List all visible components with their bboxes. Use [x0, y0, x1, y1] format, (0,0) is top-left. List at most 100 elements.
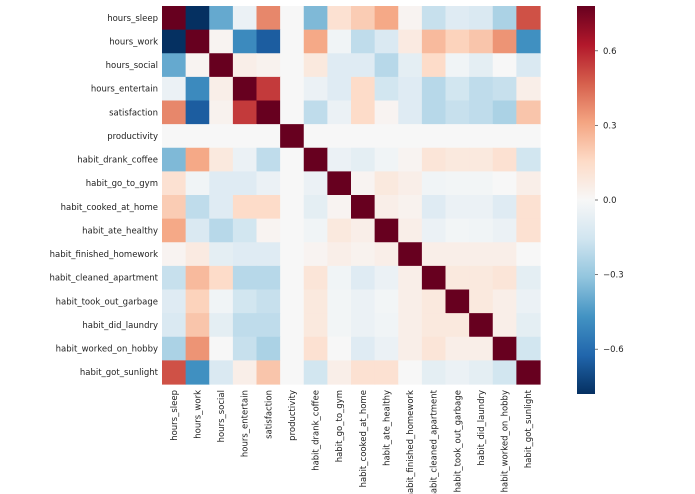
heatmap-cell-hours-sleep-x-hours-sleep: [162, 6, 187, 31]
heatmap-cell-habit-drank-coffee-x-hours-work: [185, 147, 210, 172]
heatmap-cell-hours-entertain-x-habit-cooked-at-home: [351, 76, 376, 102]
heatmap-cell-habit-did-laundry-x-habit-did-laundry: [469, 313, 494, 338]
heatmap-cell-hours-work-x-habit-ate-healthy: [374, 29, 399, 54]
heatmap-cell-habit-cleaned-apartment-x-habit-got-sunlight: [516, 265, 541, 291]
heatmap-cell-satisfaction-x-habit-did-laundry: [469, 100, 494, 125]
heatmap-cell-habit-go-to-gym-x-habit-drank-coffee: [303, 171, 328, 196]
heatmap-cell-hours-work-x-habit-cooked-at-home: [351, 29, 376, 54]
heatmap-cell-habit-did-laundry-x-habit-ate-healthy: [374, 313, 399, 338]
heatmap-cell-hours-entertain-x-habit-go-to-gym: [327, 76, 352, 102]
heatmap-cell-hours-work-x-productivity: [280, 29, 305, 54]
heatmap-cell-habit-did-laundry-x-hours-work: [185, 313, 210, 338]
heatmap-cell-habit-drank-coffee-x-habit-finished-homework: [398, 147, 423, 172]
heatmap-cell-productivity-x-habit-cleaned-apartment: [421, 124, 447, 149]
x-tick-label-satisfaction: satisfaction: [264, 390, 274, 439]
x-tick-label-hours-social: hours_social: [217, 390, 227, 442]
heatmap-cell-hours-entertain-x-hours-sleep: [162, 76, 187, 102]
heatmap-cell-hours-social-x-habit-ate-healthy: [374, 53, 399, 78]
x-tick-label-habit-did-laundry: habit_did_laundry: [477, 390, 487, 466]
heatmap-cell-hours-work-x-hours-work: [185, 29, 210, 54]
x-axis-tick-labels: hours_sleep hours_work hours_social hours_e…: [170, 389, 534, 494]
y-tick-label-habit-did-laundry: habit_did_laundry: [82, 321, 158, 331]
heatmap-cell-habit-drank-coffee-x-habit-ate-healthy: [374, 147, 399, 172]
heatmap-cell-habit-cleaned-apartment-x-habit-finished-homework: [398, 265, 423, 291]
x-tick-label-habit-drank-coffee: habit_drank_coffee: [312, 390, 322, 471]
heatmap-cell-habit-finished-homework-x-hours-social: [209, 242, 234, 267]
heatmap-cell-habit-took-out-garbage-x-habit-finished-homework: [398, 289, 423, 314]
heatmap-cell-habit-worked-on-hobby-x-hours-social: [209, 336, 234, 361]
heatmap-cell-habit-got-sunlight-x-habit-got-sunlight: [516, 360, 541, 385]
heatmap-cell-habit-go-to-gym-x-habit-did-laundry: [469, 171, 494, 196]
heatmap-cell-habit-ate-healthy-x-habit-cleaned-apartment: [421, 218, 447, 243]
heatmap-cell-habit-drank-coffee-x-habit-did-laundry: [469, 147, 494, 172]
heatmap-cell-habit-drank-coffee-x-satisfaction: [256, 147, 281, 172]
heatmap-cell-habit-cooked-at-home-x-hours-work: [185, 195, 210, 220]
heatmap-cell-productivity-x-habit-ate-healthy: [374, 124, 399, 149]
heatmap-cell-hours-social-x-habit-cooked-at-home: [351, 53, 376, 78]
heatmap-cell-hours-sleep-x-hours-entertain: [232, 6, 258, 31]
heatmap-cell-habit-drank-coffee-x-habit-go-to-gym: [327, 147, 352, 172]
heatmap-cell-habit-got-sunlight-x-habit-finished-homework: [398, 360, 423, 385]
heatmap-cell-hours-entertain-x-habit-took-out-garbage: [445, 76, 470, 102]
heatmap-cells: [162, 6, 541, 385]
heatmap-cell-hours-sleep-x-habit-got-sunlight: [516, 6, 541, 31]
heatmap-cell-productivity-x-habit-took-out-garbage: [445, 124, 470, 149]
heatmap-cell-hours-social-x-productivity: [280, 53, 305, 78]
heatmap-cell-habit-got-sunlight-x-habit-took-out-garbage: [445, 360, 470, 385]
heatmap-cell-productivity-x-habit-worked-on-hobby: [492, 124, 517, 149]
heatmap-cell-habit-got-sunlight-x-habit-worked-on-hobby: [492, 360, 517, 385]
heatmap-cell-habit-ate-healthy-x-hours-entertain: [232, 218, 258, 243]
y-tick-label-productivity: productivity: [107, 132, 158, 142]
heatmap-cell-hours-social-x-habit-took-out-garbage: [445, 53, 470, 78]
heatmap-cell-satisfaction-x-productivity: [280, 100, 305, 125]
heatmap-cell-habit-got-sunlight-x-productivity: [280, 360, 305, 385]
heatmap-cell-satisfaction-x-hours-sleep: [162, 100, 187, 125]
heatmap-cell-habit-go-to-gym-x-habit-cleaned-apartment: [421, 171, 447, 196]
heatmap-cell-hours-social-x-hours-sleep: [162, 53, 187, 78]
heatmap-cell-hours-social-x-habit-go-to-gym: [327, 53, 352, 78]
heatmap-cell-habit-go-to-gym-x-habit-took-out-garbage: [445, 171, 470, 196]
heatmap-cell-habit-cooked-at-home-x-hours-entertain: [232, 195, 258, 220]
heatmap-cell-habit-finished-homework-x-habit-worked-on-hobby: [492, 242, 517, 267]
heatmap-cell-habit-ate-healthy-x-habit-worked-on-hobby: [492, 218, 517, 243]
heatmap-cell-habit-cleaned-apartment-x-habit-go-to-gym: [327, 265, 352, 291]
heatmap-cell-hours-entertain-x-hours-entertain: [232, 76, 258, 102]
heatmap-cell-habit-took-out-garbage-x-productivity: [280, 289, 305, 314]
heatmap-cell-habit-cleaned-apartment-x-hours-social: [209, 265, 234, 291]
heatmap-cell-hours-entertain-x-habit-did-laundry: [469, 76, 494, 102]
heatmap-cell-habit-took-out-garbage-x-habit-go-to-gym: [327, 289, 352, 314]
heatmap-cell-productivity-x-habit-did-laundry: [469, 124, 494, 149]
heatmap-cell-habit-cleaned-apartment-x-habit-ate-healthy: [374, 265, 399, 291]
heatmap-cell-habit-took-out-garbage-x-satisfaction: [256, 289, 281, 314]
heatmap-cell-habit-took-out-garbage-x-hours-work: [185, 289, 210, 314]
heatmap-cell-habit-finished-homework-x-habit-finished-homework: [398, 242, 423, 267]
heatmap-cell-hours-work-x-habit-drank-coffee: [303, 29, 328, 54]
heatmap-cell-hours-work-x-hours-entertain: [232, 29, 258, 54]
colorbar-gradient: [577, 6, 595, 394]
heatmap-cell-hours-entertain-x-productivity: [280, 76, 305, 102]
heatmap-cell-satisfaction-x-habit-cleaned-apartment: [421, 100, 447, 125]
heatmap-cell-hours-work-x-habit-took-out-garbage: [445, 29, 470, 54]
heatmap-cell-habit-go-to-gym-x-habit-worked-on-hobby: [492, 171, 517, 196]
heatmap-cell-habit-worked-on-hobby-x-habit-did-laundry: [469, 336, 494, 361]
heatmap-cell-hours-sleep-x-habit-drank-coffee: [303, 6, 328, 31]
heatmap-cell-habit-go-to-gym-x-habit-go-to-gym: [327, 171, 352, 196]
y-tick-label-habit-worked-on-hobby: habit_worked_on_hobby: [56, 345, 158, 355]
heatmap-cell-habit-go-to-gym-x-habit-got-sunlight: [516, 171, 541, 196]
x-tick-label-hours-entertain: hours_entertain: [241, 390, 251, 457]
heatmap-cell-habit-finished-homework-x-habit-ate-healthy: [374, 242, 399, 267]
heatmap-cell-hours-sleep-x-habit-worked-on-hobby: [492, 6, 517, 31]
heatmap-cell-hours-social-x-habit-drank-coffee: [303, 53, 328, 78]
heatmap-cell-habit-did-laundry-x-habit-cleaned-apartment: [421, 313, 447, 338]
heatmap-cell-habit-got-sunlight-x-habit-cleaned-apartment: [421, 360, 447, 385]
heatmap-cell-habit-ate-healthy-x-productivity: [280, 218, 305, 243]
heatmap-cell-habit-finished-homework-x-habit-did-laundry: [469, 242, 494, 267]
heatmap-cell-habit-did-laundry-x-habit-took-out-garbage: [445, 313, 470, 338]
heatmap-cell-habit-took-out-garbage-x-hours-sleep: [162, 289, 187, 314]
heatmap-cell-hours-sleep-x-habit-cooked-at-home: [351, 6, 376, 31]
heatmap-cell-hours-social-x-satisfaction: [256, 53, 281, 78]
heatmap-cell-habit-cleaned-apartment-x-habit-drank-coffee: [303, 265, 328, 291]
heatmap-cell-habit-drank-coffee-x-hours-social: [209, 147, 234, 172]
heatmap-cell-hours-social-x-hours-social: [209, 53, 234, 78]
heatmap-cell-habit-go-to-gym-x-hours-social: [209, 171, 234, 196]
